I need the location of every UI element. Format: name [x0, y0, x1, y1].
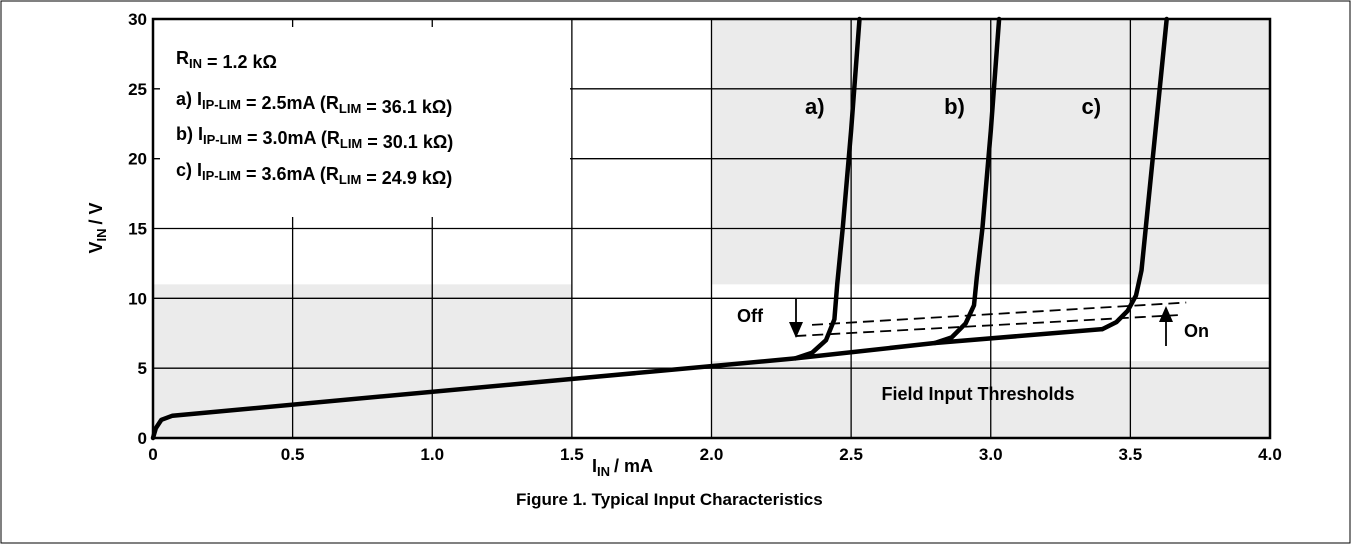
legend-line-2: b) IIP-LIM = 3.0mA (RLIM = 30.1 kΩ) [176, 124, 453, 152]
on-label: On [1184, 321, 1209, 341]
curve-label-b: b) [944, 94, 965, 119]
y-tick-label: 0 [138, 429, 147, 448]
legend-line-1: a) IIP-LIM = 2.5mA (RLIM = 36.1 kΩ) [176, 89, 452, 117]
legend-box: RIN = 1.2 kΩ a) IIP-LIM = 2.5mA (RLIM = 3… [160, 27, 570, 217]
off-arrow-head [789, 322, 803, 338]
curve-label-a: a) [805, 94, 825, 119]
x-tick-label: 2.0 [700, 445, 724, 464]
figure-caption: Figure 1. Typical Input Characteristics [516, 490, 823, 509]
plot-frame [151, 17, 1272, 440]
y-tick-label: 5 [138, 359, 147, 378]
curve-label-c: c) [1081, 94, 1101, 119]
on-arrow-head [1159, 306, 1173, 322]
series-curve-c [1100, 16, 1169, 332]
x-tick-labels: 0 0.5 1.0 1.5 2.0 2.5 3.0 3.5 4.0 [148, 445, 1282, 464]
threshold-lines [795, 301, 1187, 337]
x-tick-label: 1.0 [420, 445, 444, 464]
y-tick-label: 30 [128, 10, 147, 29]
legend-line-3: c) IIP-LIM = 3.6mA (RLIM = 24.9 kΩ) [176, 160, 452, 188]
series-curve-b [932, 16, 1002, 346]
off-label: Off [737, 306, 764, 326]
y-tick-label: 25 [128, 80, 147, 99]
thresholds-label: Field Input Thresholds [882, 384, 1075, 404]
y-tick-label: 10 [128, 289, 147, 308]
curve-labels: a) b) c) [805, 94, 1101, 119]
shaded-region-0 [153, 284, 572, 438]
threshold-line-1 [811, 301, 1187, 326]
x-tick-label: 3.0 [979, 445, 1003, 464]
threshold-line-0 [795, 314, 1178, 337]
x-axis-label: IIN / mA [592, 456, 653, 479]
y-tick-label: 15 [128, 220, 147, 239]
y-tick-labels: 0 5 10 15 20 25 30 [128, 10, 147, 448]
x-tick-label: 2.5 [839, 445, 863, 464]
series-curve-a [793, 16, 862, 361]
legend-line-0: RIN = 1.2 kΩ [176, 48, 277, 72]
legend-background [160, 27, 570, 217]
x-tick-label: 0 [148, 445, 157, 464]
x-tick-label: 1.5 [560, 445, 584, 464]
curves [150, 16, 1169, 441]
x-tick-label: 0.5 [281, 445, 305, 464]
annotations: Off On Field Input Thresholds [737, 298, 1209, 404]
y-tick-label: 20 [128, 150, 147, 169]
y-axis-label: VIN/ V [86, 202, 109, 253]
x-tick-label: 3.5 [1119, 445, 1143, 464]
x-tick-label: 4.0 [1258, 445, 1282, 464]
